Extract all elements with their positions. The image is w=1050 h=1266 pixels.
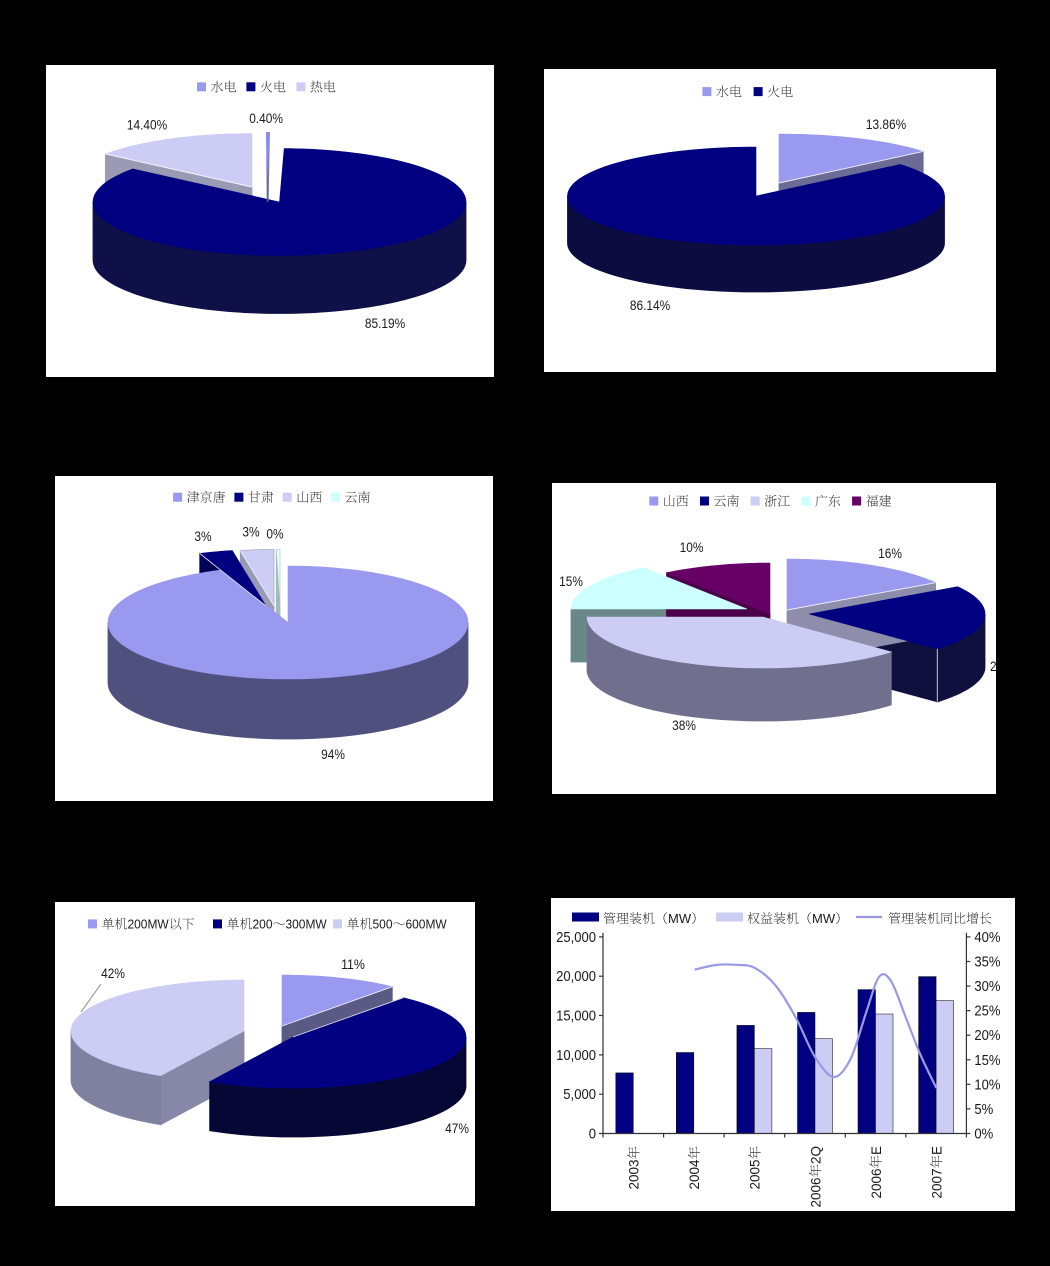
svg-text:5,000: 5,000 — [563, 1087, 596, 1103]
svg-text:5%: 5% — [974, 1102, 993, 1118]
svg-text:13.86%: 13.86% — [866, 117, 906, 132]
svg-text:42%: 42% — [101, 966, 125, 981]
svg-text:94%: 94% — [321, 747, 345, 762]
svg-text:10%: 10% — [974, 1077, 1000, 1093]
svg-text:10%: 10% — [680, 540, 704, 555]
svg-text:0.40%: 0.40% — [249, 111, 283, 126]
svg-text:47%: 47% — [445, 1121, 469, 1136]
svg-text:15%: 15% — [974, 1053, 1000, 1069]
svg-text:2006: 2006 — [808, 1177, 823, 1207]
svg-text:0%: 0% — [974, 1127, 993, 1143]
svg-text:E: E — [869, 1146, 884, 1155]
svg-text:200MW: 200MW — [128, 917, 170, 932]
svg-text:15,000: 15,000 — [556, 1009, 596, 1025]
svg-text:14.40%: 14.40% — [127, 118, 167, 133]
svg-text:20%: 20% — [974, 1028, 1000, 1044]
svg-text:MW: MW — [668, 911, 692, 926]
svg-text:10,000: 10,000 — [556, 1048, 596, 1064]
svg-text:0%: 0% — [266, 526, 283, 541]
svg-text:2Q: 2Q — [808, 1146, 823, 1164]
svg-text:300MW: 300MW — [286, 917, 328, 932]
svg-text:16%: 16% — [878, 546, 902, 561]
svg-text:600MW: 600MW — [406, 917, 448, 932]
svg-text:2007: 2007 — [929, 1168, 944, 1198]
svg-text:2004: 2004 — [687, 1159, 702, 1190]
svg-text:21%: 21% — [990, 659, 996, 674]
svg-text:3%: 3% — [194, 529, 211, 544]
svg-text:2006: 2006 — [869, 1168, 884, 1198]
svg-text:0: 0 — [589, 1127, 596, 1143]
svg-text:38%: 38% — [672, 718, 696, 733]
svg-text:2003: 2003 — [627, 1159, 642, 1189]
svg-text:20,000: 20,000 — [556, 969, 596, 985]
svg-text:40%: 40% — [974, 930, 1000, 946]
svg-text:E: E — [929, 1146, 944, 1155]
svg-text:25%: 25% — [974, 1004, 1000, 1020]
svg-text:MW: MW — [812, 911, 836, 926]
svg-text:11%: 11% — [341, 957, 365, 972]
svg-text:200: 200 — [253, 917, 273, 932]
svg-text:35%: 35% — [974, 955, 1000, 971]
svg-text:86.14%: 86.14% — [630, 298, 670, 313]
svg-text:30%: 30% — [974, 979, 1000, 995]
svg-text:15%: 15% — [559, 574, 583, 589]
svg-text:25,000: 25,000 — [556, 930, 596, 946]
svg-text:2005: 2005 — [748, 1159, 763, 1189]
svg-text:85.19%: 85.19% — [365, 316, 405, 331]
svg-text:500: 500 — [373, 917, 393, 932]
svg-text:3%: 3% — [242, 524, 259, 539]
